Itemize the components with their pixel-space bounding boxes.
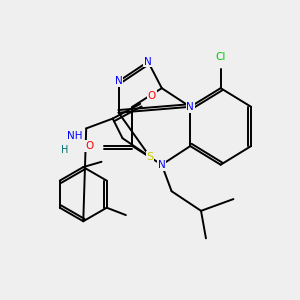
Text: N: N (144, 57, 152, 67)
Text: NH: NH (67, 131, 82, 141)
Text: O: O (148, 91, 156, 101)
Text: H: H (61, 145, 68, 155)
Text: O: O (85, 141, 93, 151)
Text: Cl: Cl (215, 52, 226, 62)
Text: S: S (146, 152, 154, 162)
Text: N: N (186, 102, 194, 112)
Text: N: N (115, 76, 122, 86)
Text: N: N (158, 160, 166, 170)
